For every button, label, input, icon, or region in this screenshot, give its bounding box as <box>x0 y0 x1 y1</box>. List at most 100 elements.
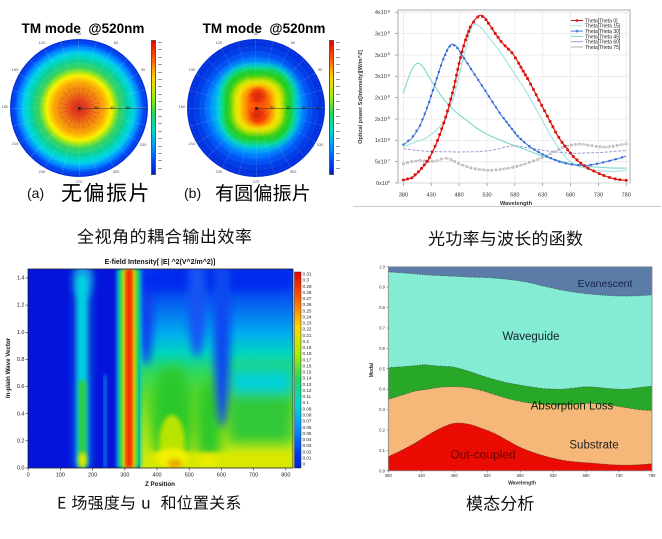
svg-text:0.2: 0.2 <box>17 438 25 444</box>
svg-text:0.23: 0.23 <box>303 321 312 326</box>
svg-text:500: 500 <box>185 473 194 479</box>
svg-text:0.11: 0.11 <box>303 394 312 399</box>
svg-text:E-field Intensity[ |E| ^2(V^2/: E-field Intensity[ |E| ^2(V^2/m^2)] <box>105 258 216 266</box>
svg-text:0.07: 0.07 <box>303 419 312 424</box>
svg-text:Theta[Theta 0]: Theta[Theta 0] <box>585 18 618 24</box>
svg-text:0.12: 0.12 <box>303 388 312 393</box>
svg-text:Theta[Theta 75]: Theta[Theta 75] <box>585 45 621 51</box>
svg-text:100: 100 <box>56 473 65 479</box>
svg-text:0.06: 0.06 <box>303 425 312 430</box>
svg-text:0.27: 0.27 <box>303 296 312 301</box>
svg-text:730: 730 <box>594 193 603 199</box>
svg-text:3x10-6: 3x10-6 <box>375 73 390 80</box>
svg-text:Optical power Sz[Intensity][W/: Optical power Sz[Intensity][W/m^2] <box>358 50 364 144</box>
svg-text:630: 630 <box>550 473 558 478</box>
svg-text:0.28: 0.28 <box>303 290 312 295</box>
svg-text:300: 300 <box>120 473 129 479</box>
svg-text:630: 630 <box>538 193 547 199</box>
svg-text:0.7: 0.7 <box>379 326 385 331</box>
svg-text:200: 200 <box>88 473 97 479</box>
svg-text:0.0: 0.0 <box>379 468 385 473</box>
svg-text:0.3: 0.3 <box>303 278 310 283</box>
svg-text:2x10-6: 2x10-6 <box>375 116 390 123</box>
svg-text:0.2: 0.2 <box>303 339 310 344</box>
svg-text:400: 400 <box>152 473 161 479</box>
svg-text:0.18: 0.18 <box>303 351 312 356</box>
svg-text:4x10-6: 4x10-6 <box>375 9 390 16</box>
svg-text:0.3: 0.3 <box>379 407 385 412</box>
svg-text:730: 730 <box>616 473 624 478</box>
svg-text:0.26: 0.26 <box>303 302 312 307</box>
svg-text:Absorption Loss: Absorption Loss <box>531 401 614 413</box>
svg-text:0.31: 0.31 <box>303 272 312 277</box>
svg-text:430: 430 <box>418 473 426 478</box>
svg-text:0.05: 0.05 <box>303 431 312 436</box>
svg-text:0.14: 0.14 <box>303 376 312 381</box>
svg-text:0.1: 0.1 <box>303 400 310 405</box>
svg-text:800: 800 <box>281 473 290 479</box>
svg-text:680: 680 <box>566 193 575 199</box>
svg-text:0: 0 <box>27 473 30 479</box>
svg-text:580: 580 <box>510 193 519 199</box>
svg-text:0.8: 0.8 <box>17 357 25 363</box>
svg-text:Modal: Modal <box>369 362 375 377</box>
svg-text:0: 0 <box>303 462 306 467</box>
svg-text:0.4: 0.4 <box>17 411 25 417</box>
svg-text:0.2: 0.2 <box>379 428 385 433</box>
svg-text:530: 530 <box>482 193 491 199</box>
svg-text:0.08: 0.08 <box>303 413 312 418</box>
svg-text:480: 480 <box>454 193 463 199</box>
svg-text:Substrate: Substrate <box>569 440 618 452</box>
svg-text:Z Position: Z Position <box>145 481 175 488</box>
svg-text:0.01: 0.01 <box>303 455 312 460</box>
svg-text:0.24: 0.24 <box>303 314 312 319</box>
svg-text:0.5: 0.5 <box>379 366 385 371</box>
svg-text:600: 600 <box>217 473 226 479</box>
svg-text:780: 780 <box>649 473 657 478</box>
svg-text:Out-coupled: Out-coupled <box>450 448 515 462</box>
svg-text:0.16: 0.16 <box>303 364 312 369</box>
svg-text:0.04: 0.04 <box>303 437 312 442</box>
svg-text:0.03: 0.03 <box>303 443 312 448</box>
svg-text:0.0: 0.0 <box>17 466 25 472</box>
svg-text:0.22: 0.22 <box>303 327 312 332</box>
svg-text:1.0: 1.0 <box>17 330 25 336</box>
svg-text:3x10-6: 3x10-6 <box>375 52 390 59</box>
svg-text:Waveguide: Waveguide <box>502 331 559 343</box>
svg-text:430: 430 <box>427 193 436 199</box>
svg-text:Theta[Theta 60]: Theta[Theta 60] <box>585 40 621 46</box>
svg-text:380: 380 <box>385 473 393 478</box>
svg-text:0.15: 0.15 <box>303 370 312 375</box>
svg-text:2x10-6: 2x10-6 <box>375 95 390 102</box>
svg-text:1.0: 1.0 <box>379 264 385 269</box>
svg-text:Theta[Theta 45]: Theta[Theta 45] <box>585 34 621 40</box>
svg-text:0.6: 0.6 <box>379 346 385 351</box>
svg-text:Wavelength: Wavelength <box>508 481 536 487</box>
svg-text:0.19: 0.19 <box>303 345 312 350</box>
svg-text:0.21: 0.21 <box>303 333 312 338</box>
svg-text:1.2: 1.2 <box>17 303 25 309</box>
svg-text:1.4: 1.4 <box>17 276 25 282</box>
svg-text:5x10-7: 5x10-7 <box>375 159 390 166</box>
svg-text:0.8: 0.8 <box>379 305 385 310</box>
svg-text:0.4: 0.4 <box>379 387 385 392</box>
svg-text:480: 480 <box>451 473 459 478</box>
svg-text:0.1: 0.1 <box>379 448 385 453</box>
svg-text:780: 780 <box>622 193 631 199</box>
svg-text:0x100: 0x100 <box>376 180 390 187</box>
svg-text:680: 680 <box>583 473 591 478</box>
svg-text:1x10-6: 1x10-6 <box>375 137 390 144</box>
svg-text:380: 380 <box>399 193 408 199</box>
svg-text:0.29: 0.29 <box>303 284 312 289</box>
svg-text:530: 530 <box>484 473 492 478</box>
svg-text:0.09: 0.09 <box>303 406 312 411</box>
svg-text:Theta[Theta 15]: Theta[Theta 15] <box>585 24 621 30</box>
svg-text:0.17: 0.17 <box>303 357 312 362</box>
svg-text:0.02: 0.02 <box>303 449 312 454</box>
svg-text:Theta[Theta 30]: Theta[Theta 30] <box>585 29 621 35</box>
svg-text:3x10-6: 3x10-6 <box>375 31 390 38</box>
svg-text:580: 580 <box>517 473 525 478</box>
svg-text:0.25: 0.25 <box>303 308 312 313</box>
svg-text:700: 700 <box>249 473 258 479</box>
svg-text:0.13: 0.13 <box>303 382 312 387</box>
